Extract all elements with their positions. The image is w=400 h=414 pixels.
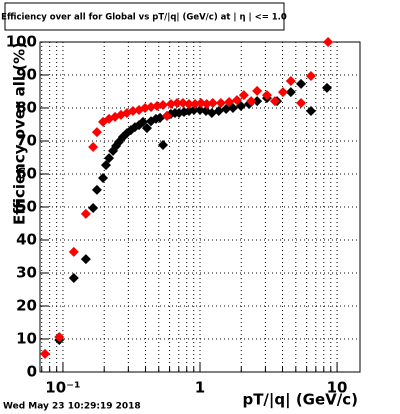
data-point xyxy=(238,90,249,101)
data-point xyxy=(252,85,263,96)
data-point xyxy=(104,153,115,164)
plot-frame xyxy=(39,41,361,373)
y-tick-label: 20 xyxy=(16,297,37,315)
data-point xyxy=(54,332,65,343)
x-tick-label: 10⁻¹ xyxy=(45,379,80,397)
y-tick-label: 60 xyxy=(16,165,37,183)
data-point xyxy=(91,184,102,195)
data-point xyxy=(215,98,226,109)
y-tick-label: 80 xyxy=(16,99,37,117)
y-tick-label: 30 xyxy=(16,264,37,282)
data-point xyxy=(246,96,257,107)
data-point xyxy=(158,139,169,150)
data-point xyxy=(88,141,99,152)
data-point xyxy=(269,96,280,107)
data-point xyxy=(323,37,334,47)
data-point xyxy=(165,99,176,110)
data-point xyxy=(224,97,235,108)
y-tick-label: 10 xyxy=(16,330,37,348)
x-axis-label: pT/|q| (GeV/c) xyxy=(242,391,358,410)
data-point xyxy=(261,90,272,101)
data-point xyxy=(68,246,79,257)
x-tick-label: 10 xyxy=(327,379,348,397)
y-tick-label: 40 xyxy=(16,231,37,249)
chart-title: Efficiency over all for Global vs pT/|q|… xyxy=(1,13,287,23)
data-point xyxy=(207,98,218,109)
y-tick-label: 70 xyxy=(16,132,37,150)
data-point xyxy=(177,98,188,109)
data-point xyxy=(305,105,316,116)
data-point xyxy=(296,98,307,109)
data-point xyxy=(305,70,316,81)
data-point xyxy=(98,172,109,183)
data-point xyxy=(195,104,206,115)
data-point xyxy=(138,116,149,127)
data-point xyxy=(285,75,296,86)
data-point xyxy=(127,105,138,116)
data-point xyxy=(252,96,263,107)
data-point xyxy=(68,272,79,283)
y-tick-label: 100 xyxy=(6,33,37,51)
data-point xyxy=(277,87,288,98)
y-axis-label: Efficiency over all (%) xyxy=(11,42,29,225)
data-point xyxy=(285,87,296,98)
data-point xyxy=(88,202,99,213)
data-point xyxy=(231,95,242,106)
y-tick-label: 0 xyxy=(27,363,37,381)
data-point xyxy=(296,78,307,89)
data-point xyxy=(141,123,152,134)
data-point xyxy=(183,99,194,110)
data-point xyxy=(80,254,91,265)
data-point xyxy=(146,102,157,113)
y-tick-label: 90 xyxy=(16,66,37,84)
data-point xyxy=(80,208,91,219)
data-point xyxy=(213,105,224,116)
data-point xyxy=(91,127,102,138)
data-point xyxy=(172,98,183,109)
y-tick-label: 50 xyxy=(16,198,37,216)
x-tick-label: 1 xyxy=(195,379,205,397)
data-point xyxy=(158,100,169,111)
data-point xyxy=(201,99,212,110)
data-point xyxy=(161,110,172,121)
title-box xyxy=(4,2,285,31)
data-point xyxy=(100,160,111,171)
data-point xyxy=(321,82,332,93)
data-point xyxy=(40,348,51,359)
timestamp: Wed May 23 10:29:19 2018 xyxy=(3,402,141,412)
